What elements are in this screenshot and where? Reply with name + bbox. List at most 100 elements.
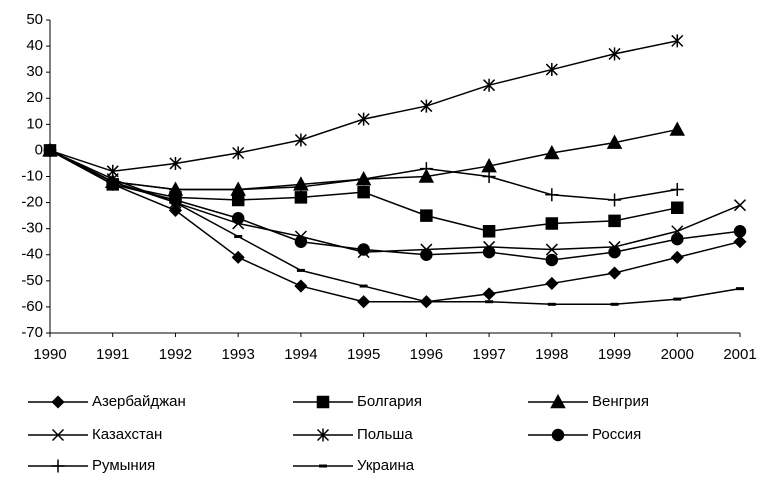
- marker: [168, 203, 183, 217]
- marker: [671, 232, 684, 246]
- series-line: [49, 149, 741, 306]
- marker: [357, 295, 371, 309]
- series-line: [49, 40, 678, 173]
- x-tick-label: 1994: [284, 346, 317, 363]
- y-tick-label: -60: [21, 298, 43, 315]
- marker: [544, 144, 560, 160]
- marker: [294, 235, 308, 248]
- marker: [670, 250, 684, 264]
- marker: [545, 217, 559, 230]
- x-tick-label: 1993: [221, 346, 254, 363]
- marker: [231, 193, 245, 207]
- marker: [420, 248, 433, 261]
- marker: [671, 201, 684, 215]
- marker: [168, 183, 182, 197]
- series: [43, 144, 747, 259]
- legend-label: Украина: [357, 457, 415, 474]
- y-tick-label: -50: [21, 272, 43, 289]
- marker: [418, 168, 435, 183]
- legend-item: Болгария: [293, 393, 422, 410]
- x-tick-label: 1999: [598, 346, 631, 363]
- legend-item: Казахстан: [28, 426, 162, 443]
- legend-label: Румыния: [92, 457, 155, 474]
- marker: [545, 188, 559, 202]
- marker: [483, 78, 496, 92]
- marker: [316, 428, 330, 442]
- marker: [551, 428, 565, 442]
- marker: [232, 146, 245, 160]
- legend-label: Болгария: [357, 393, 422, 410]
- x-tick-label: 1992: [159, 346, 192, 363]
- legend-item: Венгрия: [528, 393, 649, 410]
- marker: [733, 199, 747, 212]
- series-line: [49, 149, 741, 303]
- marker: [608, 47, 621, 61]
- marker: [51, 395, 65, 409]
- marker: [357, 243, 370, 256]
- y-tick-label: -70: [21, 324, 43, 341]
- marker: [169, 156, 182, 170]
- legend-item: Украина: [293, 457, 415, 474]
- marker: [482, 287, 496, 301]
- y-tick-label: -10: [21, 167, 43, 184]
- marker: [545, 243, 558, 256]
- marker: [51, 428, 65, 442]
- marker: [357, 112, 370, 126]
- marker: [231, 250, 245, 264]
- x-tick-label: 1996: [410, 346, 443, 363]
- marker: [231, 183, 245, 197]
- legend-label: Польша: [357, 426, 413, 443]
- y-tick-label: -30: [21, 220, 43, 237]
- marker: [482, 225, 496, 238]
- marker: [482, 245, 496, 259]
- marker: [545, 63, 558, 77]
- x-tick-label: 1998: [535, 346, 568, 363]
- x-tick-label: 1997: [472, 346, 505, 363]
- marker: [608, 245, 621, 259]
- marker: [420, 209, 433, 222]
- series-line: [49, 149, 741, 261]
- series: [46, 148, 744, 306]
- marker: [607, 266, 622, 280]
- marker: [294, 191, 308, 204]
- marker: [550, 393, 566, 409]
- marker: [670, 183, 684, 197]
- marker: [419, 162, 433, 176]
- y-tick-label: 30: [26, 63, 43, 80]
- marker: [294, 133, 307, 147]
- y-tick-label: 50: [26, 11, 43, 28]
- y-tick-label: -40: [21, 246, 43, 263]
- marker: [608, 193, 622, 207]
- marker: [51, 459, 65, 473]
- legend-label: Казахстан: [92, 426, 162, 443]
- y-tick-label: 20: [26, 89, 43, 106]
- marker: [606, 134, 623, 149]
- y-tick-label: 0: [35, 141, 43, 158]
- y-tick-label: 40: [26, 37, 43, 54]
- legend-label: Россия: [592, 426, 641, 443]
- legend-item: Азербайджан: [28, 393, 186, 410]
- marker: [545, 276, 559, 291]
- marker: [294, 279, 308, 293]
- marker: [669, 121, 686, 136]
- marker: [231, 211, 245, 225]
- marker: [608, 214, 621, 228]
- series: [43, 144, 747, 267]
- marker: [420, 99, 433, 113]
- x-tick-label: 1995: [347, 346, 380, 363]
- y-tick-label: -20: [21, 194, 43, 211]
- legend-item: Россия: [528, 426, 641, 443]
- legend-item: Румыния: [28, 457, 155, 474]
- x-tick-label: 1991: [96, 346, 129, 363]
- marker: [357, 172, 371, 186]
- marker: [733, 225, 747, 238]
- legend-label: Венгрия: [592, 393, 649, 410]
- legend-label: Азербайджан: [92, 393, 186, 410]
- marker: [733, 235, 747, 249]
- series: [43, 143, 747, 309]
- series: [43, 34, 684, 178]
- marker: [357, 185, 370, 199]
- marker: [545, 253, 559, 267]
- marker: [294, 180, 308, 194]
